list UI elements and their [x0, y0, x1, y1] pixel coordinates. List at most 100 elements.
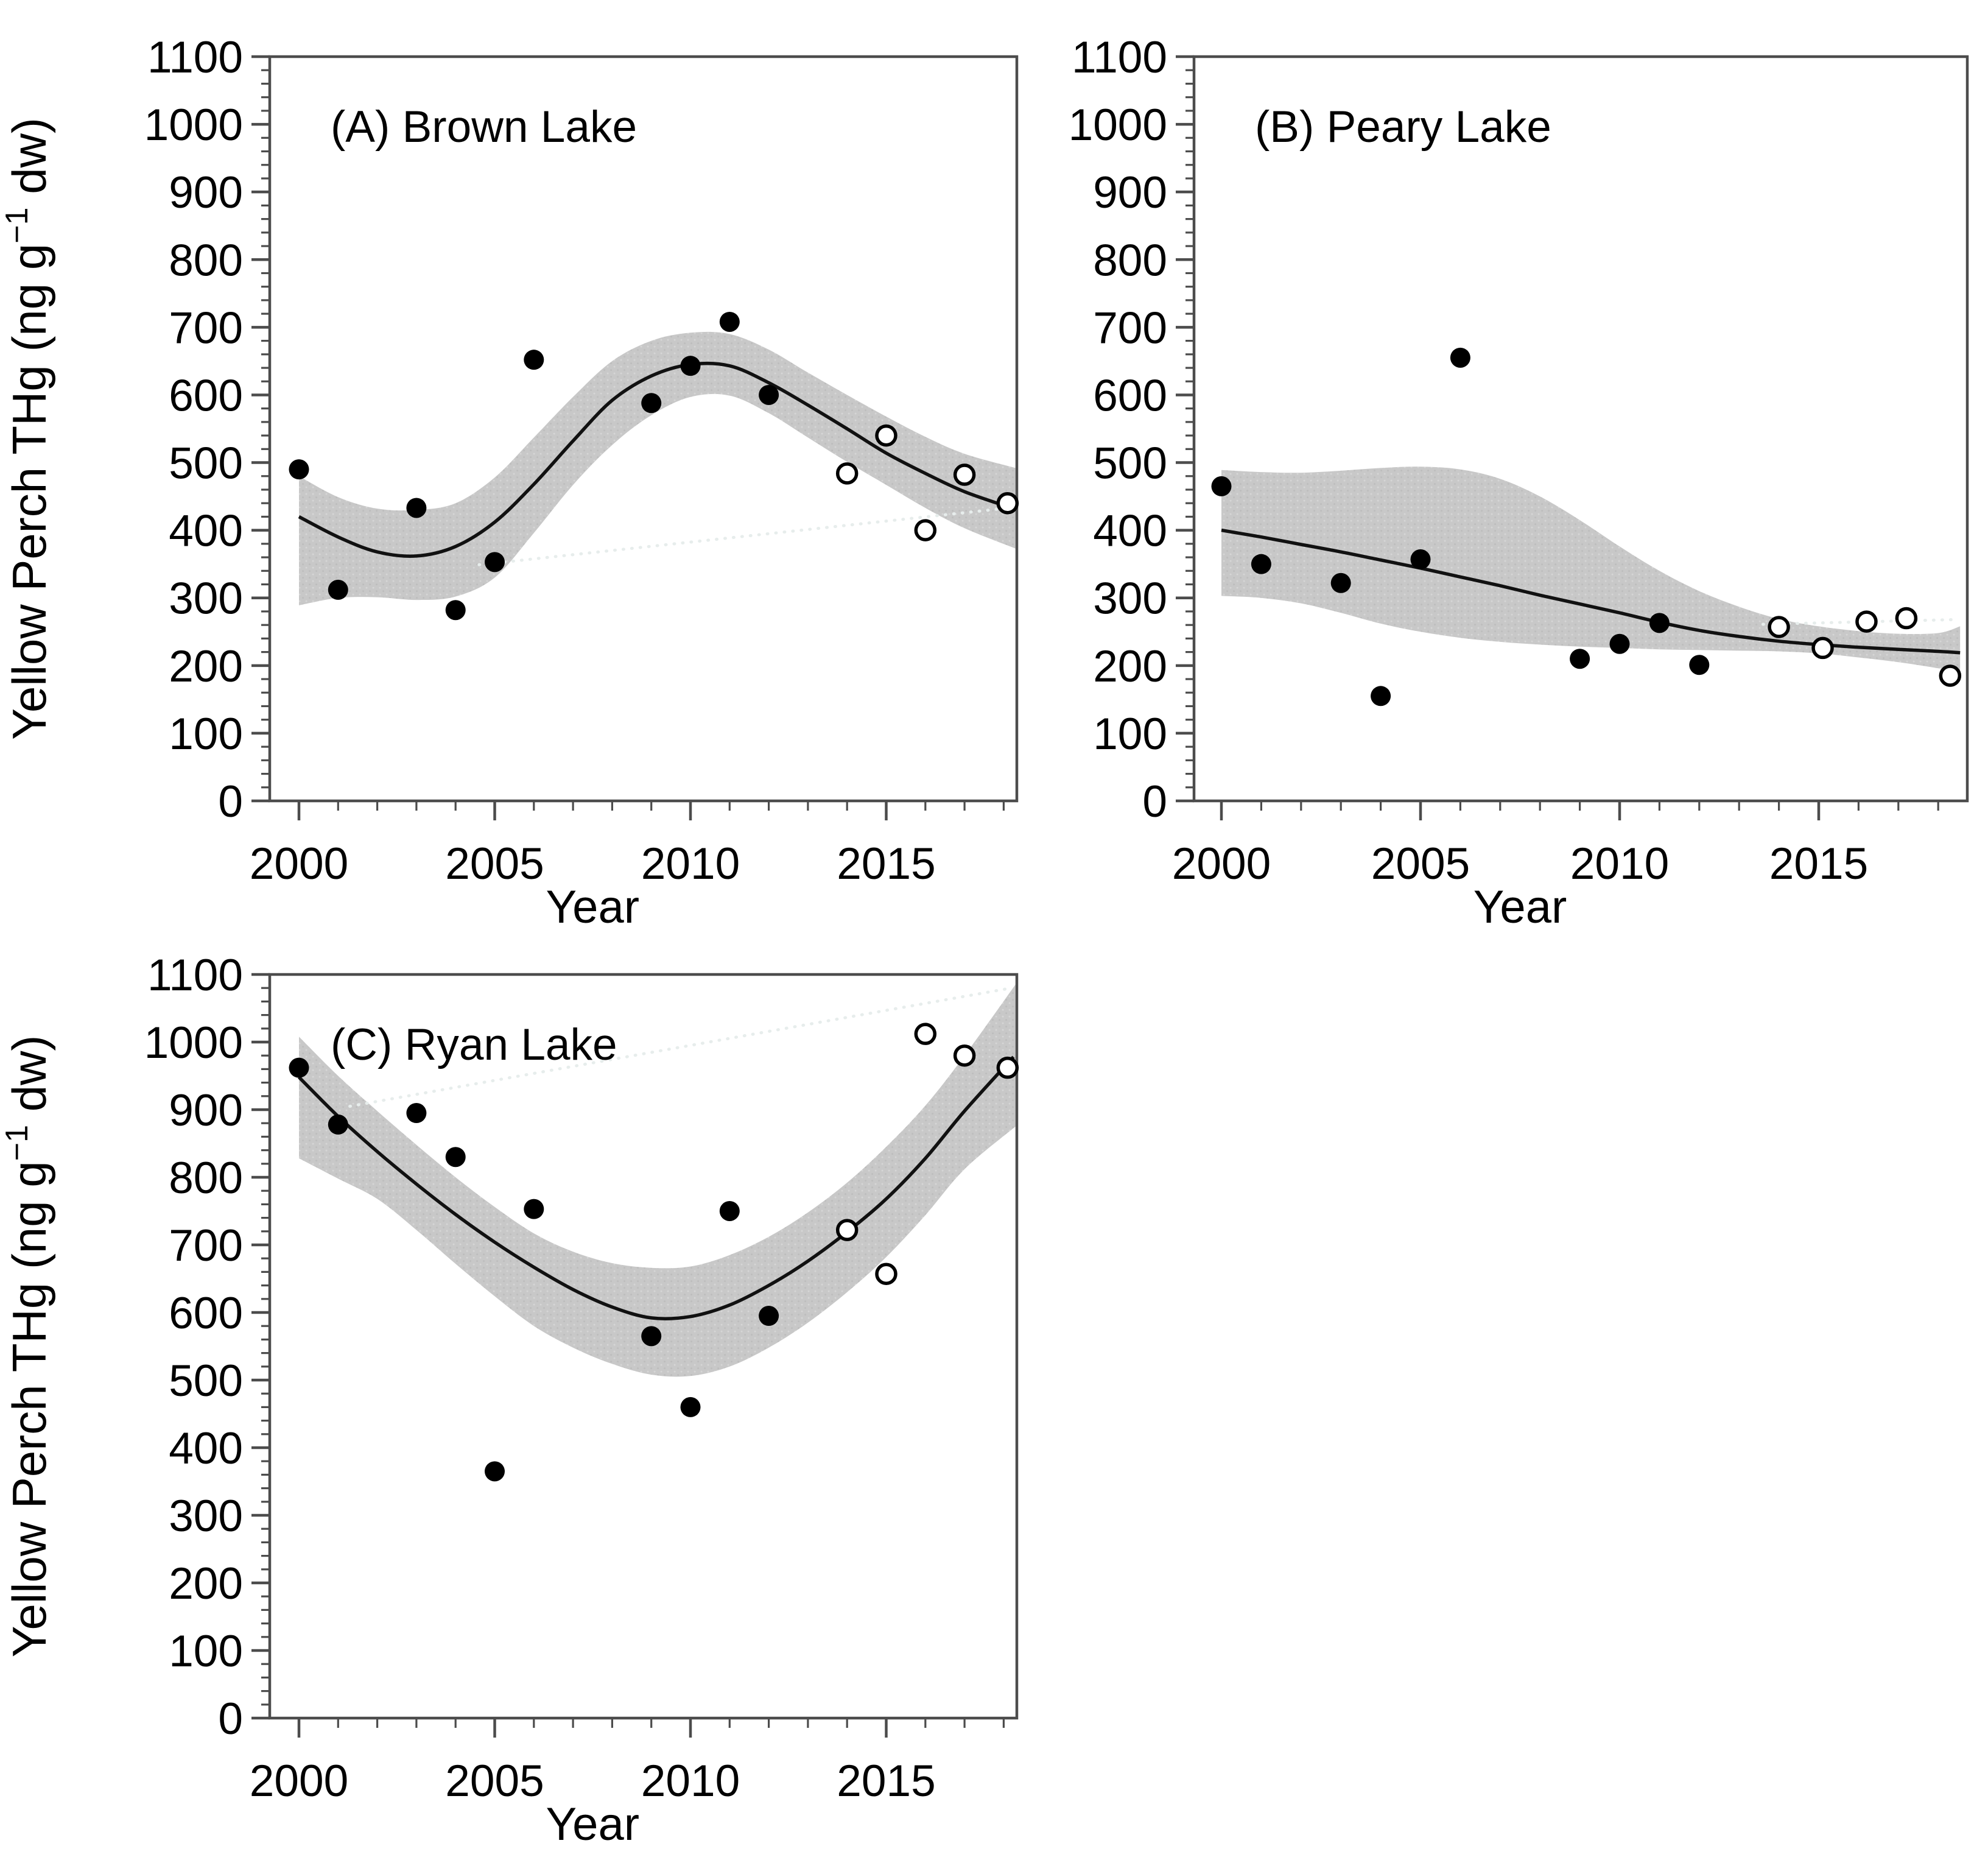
- y-tick-label: 1000: [144, 100, 243, 150]
- data-point-filled: [680, 1397, 701, 1417]
- y-tick-label: 1100: [147, 951, 243, 1000]
- y-tick-label: 200: [1093, 642, 1167, 691]
- data-point-open: [875, 424, 897, 447]
- confidence-band: [299, 331, 1016, 605]
- y-tick-label: 300: [1093, 574, 1167, 624]
- data-point-filled: [1609, 633, 1630, 654]
- data-point-filled: [445, 600, 466, 621]
- y-tick-label: 200: [169, 642, 243, 691]
- data-point-filled: [759, 384, 779, 405]
- y-tick-label: 0: [218, 1694, 243, 1744]
- y-tick-label: 300: [169, 574, 243, 624]
- y-tick-label: 1000: [144, 1018, 243, 1068]
- x-axis-label: Year: [1473, 881, 1567, 933]
- y-tick-label: 200: [169, 1559, 243, 1608]
- y-tick-label: 1100: [1072, 33, 1167, 82]
- y-tick-label: 600: [1093, 371, 1167, 420]
- data-point-filled: [406, 498, 427, 518]
- plot-area: [1221, 467, 1961, 672]
- data-point-filled: [328, 1114, 348, 1135]
- x-tick-label: 2015: [837, 1756, 935, 1806]
- data-points: [289, 311, 1019, 621]
- data-point-filled: [485, 1461, 505, 1482]
- data-point-open: [835, 462, 859, 485]
- y-tick-label: 600: [169, 371, 243, 420]
- data-points: [1211, 347, 1962, 706]
- y-tick-label: 100: [169, 710, 243, 759]
- y-tick-label: 900: [169, 168, 243, 217]
- data-point-filled: [719, 1201, 740, 1221]
- data-point-filled: [1330, 572, 1351, 593]
- data-point-filled: [1410, 549, 1431, 569]
- x-axis-ticks: 2000 2005 2010 2015: [1172, 801, 1939, 889]
- panel-c: 0 100 200 300 400 500 600 700 800 900 1000 1100 2000…: [144, 951, 1019, 1850]
- plot-frame: [268, 55, 1019, 803]
- y-tick-label: 600: [169, 1289, 243, 1338]
- confidence-band: [299, 984, 1016, 1377]
- y-tick-label: 500: [169, 439, 243, 488]
- data-point-open: [1768, 616, 1790, 638]
- data-point-filled: [1251, 554, 1271, 574]
- data-point-open: [835, 1219, 859, 1241]
- x-tick-label: 2005: [1371, 839, 1470, 889]
- x-tick-label: 2000: [250, 839, 348, 889]
- panel-title: (C) Ryan Lake: [331, 1020, 617, 1069]
- data-point-filled: [1371, 686, 1391, 706]
- data-point-filled: [1689, 655, 1710, 675]
- data-point-open: [914, 519, 937, 541]
- data-point-open: [1895, 607, 1918, 630]
- y-tick-label: 1100: [147, 33, 243, 82]
- x-tick-label: 2010: [641, 839, 740, 889]
- y-axis-label: Yellow Perch THg (ng g−1 dw): [0, 118, 56, 740]
- data-point-filled: [524, 350, 544, 370]
- y-tick-label: 0: [218, 777, 243, 826]
- y-tick-label: 0: [1142, 777, 1167, 826]
- y-tick-label: 800: [1093, 236, 1167, 285]
- y-tick-label: 800: [169, 236, 243, 285]
- x-tick-label: 2000: [1172, 839, 1271, 889]
- y-tick-label: 400: [1093, 507, 1167, 556]
- data-point-filled: [1211, 476, 1232, 496]
- y-tick-label: 700: [169, 1221, 243, 1270]
- data-point-filled: [289, 1057, 309, 1078]
- y-tick-label: 900: [1093, 168, 1167, 217]
- x-axis-ticks: 2000 2005 2010 2015: [250, 801, 1005, 889]
- x-tick-label: 2015: [1769, 839, 1868, 889]
- data-point-open: [996, 491, 1019, 515]
- x-tick-label: 2000: [250, 1756, 348, 1806]
- data-point-open: [1855, 610, 1878, 633]
- panel-b: 0 100 200 300 400 500 600 700 800 900 1000 1100 2000…: [1069, 33, 1969, 933]
- data-point-filled: [641, 393, 662, 414]
- x-tick-label: 2005: [445, 1756, 544, 1806]
- data-point-filled: [759, 1306, 779, 1326]
- y-axis-label: Yellow Perch THg (ng g−1 dw): [0, 1035, 56, 1658]
- data-point-filled: [328, 579, 348, 600]
- data-point-open: [953, 1044, 976, 1067]
- data-points: [289, 1023, 1019, 1482]
- y-axis-ticks: 0 100 200 300 400 500 600 700 800 900 1000 1100: [144, 33, 270, 826]
- y-tick-label: 400: [169, 1424, 243, 1473]
- data-point-open: [996, 1056, 1019, 1079]
- data-point-open: [914, 1023, 937, 1045]
- plot-frame: [268, 973, 1019, 1720]
- data-point-open: [875, 1263, 897, 1285]
- faint-dotted-reference-line: [477, 506, 1017, 566]
- y-tick-label: 700: [1093, 303, 1167, 353]
- data-point-filled: [289, 459, 309, 480]
- y-tick-label: 100: [1093, 710, 1167, 759]
- y-tick-label: 800: [169, 1154, 243, 1203]
- x-axis-ticks: 2000 2005 2010 2015: [250, 1718, 1005, 1806]
- plot-area: [298, 984, 1016, 1377]
- faint-dotted-reference-line: [1761, 618, 1958, 626]
- data-point-open: [953, 463, 976, 486]
- data-point-filled: [1649, 613, 1670, 633]
- trend-line: [1221, 528, 1961, 655]
- data-point-filled: [524, 1199, 544, 1219]
- y-tick-label: 400: [169, 507, 243, 556]
- x-tick-label: 2015: [837, 839, 935, 889]
- data-point-filled: [680, 356, 701, 376]
- data-point-filled: [1570, 649, 1590, 669]
- plot-area: [298, 331, 1017, 605]
